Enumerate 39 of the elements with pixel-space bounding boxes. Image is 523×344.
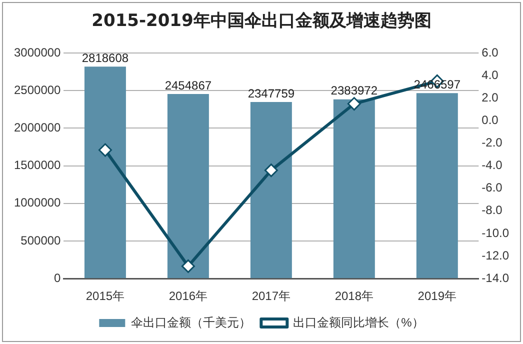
data-label: 2454867 bbox=[164, 78, 212, 92]
data-label: 2383972 bbox=[330, 84, 378, 98]
y-tick-label: 500000 bbox=[20, 233, 62, 248]
data-label: 2347759 bbox=[248, 86, 295, 100]
y2-tick-label: -2.0 bbox=[482, 136, 503, 150]
y-tick-label: 2500000 bbox=[14, 82, 62, 97]
x-tick-label: 2015年 bbox=[86, 289, 125, 304]
point bbox=[347, 97, 361, 111]
y2-tick-label: 2.0 bbox=[482, 90, 499, 104]
bar bbox=[84, 66, 126, 278]
y2-tick-label: -6.0 bbox=[482, 180, 503, 195]
x-tick-label: 2016年 bbox=[168, 289, 208, 304]
y-tick-label: 3000000 bbox=[14, 45, 62, 60]
x-tick-label: 2018年 bbox=[334, 289, 374, 304]
point bbox=[181, 259, 195, 273]
y-tick-label: 1500000 bbox=[14, 158, 62, 172]
point bbox=[98, 143, 112, 157]
bar bbox=[333, 99, 375, 278]
y2-tick-label: -12.0 bbox=[482, 248, 510, 262]
data-label: 2818608 bbox=[82, 50, 129, 65]
bar bbox=[416, 93, 458, 278]
legend-label: 伞出口金额（千美元） bbox=[131, 315, 252, 330]
y-tick-label: 0 bbox=[54, 270, 62, 285]
x-tick-label: 2019年 bbox=[418, 289, 457, 304]
y2-tick-label: -4.0 bbox=[482, 158, 503, 172]
legend-label: 出口金额同比增长（%） bbox=[293, 315, 424, 330]
y2-tick-label: 0.0 bbox=[482, 112, 499, 127]
y2-tick-label: -8.0 bbox=[482, 203, 503, 218]
y2-tick-label: 4.0 bbox=[482, 68, 499, 82]
point bbox=[264, 164, 278, 178]
y-tick-label: 1000000 bbox=[14, 196, 62, 210]
y2-tick-label: -10.0 bbox=[482, 226, 510, 240]
bar bbox=[250, 102, 292, 278]
y-tick-label: 2000000 bbox=[14, 120, 62, 135]
y2-tick-label: -14.0 bbox=[482, 270, 510, 285]
bar bbox=[167, 94, 209, 278]
y2-tick-label: 6.0 bbox=[482, 45, 499, 60]
x-tick-label: 2017年 bbox=[252, 289, 291, 304]
chart-title: 2015-2019年中国伞出口金额及增速趋势图 bbox=[90, 10, 432, 32]
